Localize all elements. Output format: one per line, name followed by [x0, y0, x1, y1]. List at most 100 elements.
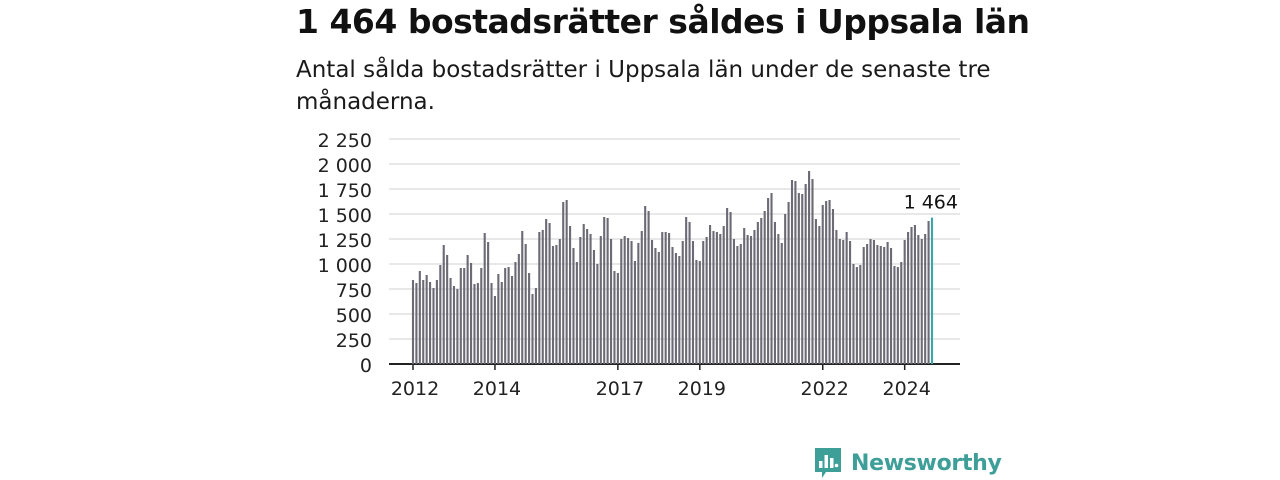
- bar: [490, 283, 493, 364]
- bar: [446, 255, 449, 364]
- bar: [429, 282, 432, 364]
- bar: [739, 244, 742, 364]
- bar: [425, 275, 428, 364]
- bar: [565, 200, 568, 364]
- bar: [808, 171, 811, 364]
- bar: [835, 230, 838, 364]
- bar: [828, 200, 831, 364]
- x-tick-label: 2014: [473, 378, 521, 400]
- bar: [695, 260, 698, 364]
- bar: [729, 212, 732, 364]
- bar: [483, 233, 486, 364]
- bar: [691, 241, 695, 364]
- bar: [459, 268, 462, 364]
- bar: [422, 280, 425, 364]
- y-tick-label: 1 500: [318, 205, 372, 227]
- bar: [818, 226, 821, 364]
- bar: [712, 231, 715, 364]
- bar: [804, 184, 807, 364]
- bar: [647, 211, 650, 364]
- bar: [569, 226, 572, 364]
- bar: [801, 194, 804, 364]
- bar: [811, 179, 814, 364]
- bar: [510, 276, 514, 364]
- x-tick-label: 2024: [883, 378, 931, 400]
- bar: [555, 245, 558, 364]
- y-tick-label: 2 000: [318, 155, 372, 177]
- bar: [726, 208, 729, 364]
- bar: [879, 246, 882, 364]
- bar: [845, 232, 848, 364]
- bar: [439, 265, 442, 364]
- bar: [538, 232, 541, 364]
- bar: [889, 248, 893, 364]
- bar: [821, 205, 824, 364]
- bar: [613, 271, 616, 364]
- x-tick-label: 2012: [391, 378, 439, 400]
- x-tick-labels: 2012 2014 2017 2019 2022 2024: [391, 364, 931, 400]
- bar: [893, 266, 896, 364]
- bar: [487, 242, 490, 364]
- newsworthy-logo: Newsworthy: [813, 446, 1002, 480]
- bar: [763, 211, 766, 364]
- y-tick-label: 1 250: [318, 230, 372, 252]
- y-tick-label: 750: [336, 280, 372, 302]
- bar: [831, 209, 835, 364]
- bar: [685, 217, 688, 364]
- bar: [924, 234, 927, 364]
- bar: [681, 241, 684, 364]
- bar: [637, 243, 640, 364]
- bar: [678, 256, 681, 364]
- bar: [780, 243, 783, 364]
- bar: [415, 283, 418, 364]
- bar: [582, 224, 585, 364]
- bar: [469, 263, 473, 364]
- bar: [852, 264, 855, 364]
- bar: [746, 235, 749, 364]
- bar: [592, 250, 596, 364]
- bar: [504, 268, 507, 364]
- bar: [579, 237, 582, 364]
- bar: [442, 245, 445, 364]
- bar: [630, 241, 633, 364]
- y-tick-label: 1 750: [318, 180, 372, 202]
- bar: [456, 289, 459, 364]
- bar: [876, 245, 879, 364]
- bar: [732, 239, 736, 364]
- bar: [640, 231, 643, 364]
- bar: [756, 222, 759, 364]
- bar: [903, 240, 906, 364]
- bar: [917, 235, 920, 364]
- chart-subtitle: Antal sålda bostadsrätter i Uppsala län …: [296, 57, 991, 115]
- bar: [435, 280, 438, 364]
- bar: [859, 265, 862, 364]
- bar: [709, 225, 712, 364]
- bar: [842, 240, 845, 364]
- x-tick-label: 2022: [801, 378, 849, 400]
- bar: [698, 261, 701, 364]
- bar: [767, 198, 770, 364]
- bar: [586, 229, 589, 364]
- bar: [702, 241, 705, 364]
- bar: [715, 232, 718, 364]
- bar: [814, 219, 817, 364]
- bar: [551, 246, 555, 364]
- bar: [606, 218, 609, 364]
- bar: [920, 239, 923, 364]
- x-tick-label: 2017: [596, 378, 644, 400]
- bar: [603, 217, 606, 364]
- bar: [753, 230, 756, 364]
- bar: [896, 267, 899, 364]
- bar: [521, 231, 524, 364]
- bar: [596, 264, 599, 364]
- bar: [797, 193, 800, 364]
- bar: [599, 236, 602, 364]
- bar: [671, 247, 674, 364]
- bar: [616, 273, 619, 364]
- y-tick-label: 500: [336, 305, 372, 327]
- bar: [548, 223, 551, 364]
- bar: [743, 228, 746, 364]
- bar: [627, 238, 630, 364]
- bar: [664, 232, 667, 364]
- bar: [476, 283, 479, 364]
